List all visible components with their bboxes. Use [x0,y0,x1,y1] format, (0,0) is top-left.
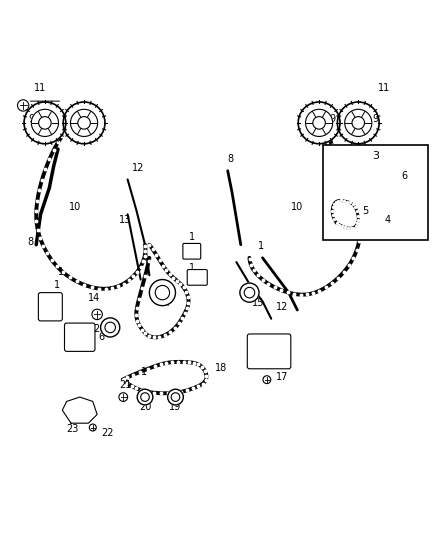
Circle shape [18,100,29,111]
Text: 4: 4 [385,215,391,225]
FancyBboxPatch shape [39,293,62,321]
Text: 2: 2 [93,324,99,334]
Text: 18: 18 [215,363,227,373]
Circle shape [149,279,176,305]
Circle shape [39,117,51,129]
Circle shape [371,205,381,215]
Text: 6: 6 [402,172,408,181]
Text: 16: 16 [271,337,283,347]
Text: 5: 5 [110,324,117,334]
Text: 1: 1 [141,367,147,377]
Text: 11: 11 [378,83,391,93]
Text: 1: 1 [188,263,194,273]
Circle shape [240,283,259,302]
Text: 19: 19 [170,402,182,412]
Text: 1: 1 [188,232,194,243]
Text: 9: 9 [29,114,35,124]
Circle shape [32,109,59,136]
Text: 1: 1 [45,297,51,308]
Text: 13: 13 [119,215,131,225]
Text: 8: 8 [28,237,34,247]
Text: 23: 23 [67,424,79,434]
Text: 10: 10 [69,202,81,212]
Circle shape [155,286,170,300]
Text: 9: 9 [329,114,335,124]
Circle shape [119,393,127,401]
Circle shape [313,117,325,129]
FancyBboxPatch shape [187,270,207,285]
Text: 5: 5 [363,206,369,216]
Text: 14: 14 [88,293,101,303]
Circle shape [63,102,105,144]
Circle shape [89,424,96,431]
Text: 21: 21 [119,381,131,390]
Text: 22: 22 [102,428,114,438]
Text: 12: 12 [276,302,288,312]
Text: 20: 20 [139,402,151,412]
Text: 9: 9 [373,114,379,124]
Polygon shape [62,397,97,423]
Text: 3: 3 [372,151,379,161]
Circle shape [337,102,379,144]
Circle shape [298,102,340,144]
Text: 6: 6 [99,333,105,343]
Circle shape [306,109,333,136]
FancyBboxPatch shape [183,244,201,259]
Circle shape [345,109,372,136]
Circle shape [101,318,120,337]
Circle shape [92,309,102,320]
Circle shape [168,389,184,405]
Text: 10: 10 [291,202,304,212]
FancyBboxPatch shape [64,323,95,351]
Circle shape [105,322,116,333]
Circle shape [137,389,153,405]
Text: 4: 4 [164,297,170,308]
Circle shape [393,192,402,201]
Text: 1: 1 [53,280,60,290]
Text: 8: 8 [228,154,234,164]
Bar [323,144,428,240]
Circle shape [390,189,405,205]
Circle shape [78,117,90,129]
Circle shape [171,393,180,401]
Text: 1: 1 [58,267,64,277]
Circle shape [141,393,149,401]
Text: 12: 12 [132,163,145,173]
Text: 15: 15 [252,297,265,308]
FancyBboxPatch shape [247,334,291,369]
Circle shape [24,102,66,144]
Circle shape [71,109,98,136]
Circle shape [263,376,271,384]
Text: 7: 7 [41,293,47,303]
Text: 1: 1 [258,241,264,251]
Circle shape [352,117,364,129]
Circle shape [366,200,385,220]
Circle shape [244,287,255,298]
Text: 11: 11 [35,83,47,93]
Text: 17: 17 [276,372,288,382]
